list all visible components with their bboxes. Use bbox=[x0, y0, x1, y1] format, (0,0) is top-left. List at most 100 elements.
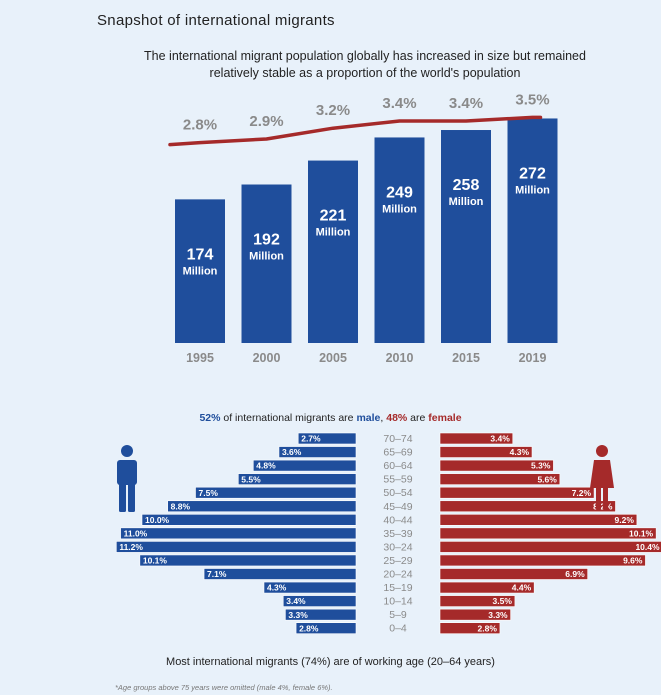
male-bar bbox=[295, 622, 357, 635]
age-group-label: 0–4 bbox=[389, 623, 407, 635]
female-word: female bbox=[428, 412, 462, 424]
year-tick-label: 2010 bbox=[386, 351, 414, 365]
chart-subtitle: The international migrant population glo… bbox=[144, 49, 586, 80]
female-bar-label: 7.2% bbox=[572, 488, 592, 498]
male-bar bbox=[120, 527, 357, 540]
age-group-label: 10–14 bbox=[383, 596, 412, 608]
female-bar-label: 5.6% bbox=[537, 474, 557, 484]
female-bar-label: 3.5% bbox=[493, 596, 513, 606]
percent-label: 3.4% bbox=[382, 95, 416, 112]
male-bar bbox=[278, 446, 357, 458]
bar-unit-label: Million bbox=[515, 184, 550, 196]
male-bar-label: 5.5% bbox=[241, 474, 261, 484]
bar-value-label: 174 bbox=[187, 246, 214, 263]
bar-1995 bbox=[175, 199, 225, 343]
female-bar-label: 2.8% bbox=[478, 623, 498, 633]
bar-2005 bbox=[308, 160, 358, 343]
age-group-label: 25–29 bbox=[383, 555, 412, 567]
footnote: *Age groups above 75 years were omitted … bbox=[115, 683, 333, 692]
male-bar bbox=[139, 554, 357, 567]
female-bar bbox=[439, 527, 657, 540]
female-bar-label: 5.3% bbox=[531, 461, 551, 471]
male-bar bbox=[203, 568, 357, 580]
female-bar bbox=[439, 432, 514, 445]
female-bar bbox=[439, 486, 595, 499]
age-group-label: 20–24 bbox=[383, 569, 412, 581]
male-word: male bbox=[356, 412, 381, 424]
bar-value-label: 272 bbox=[519, 165, 546, 182]
bar-unit-label: Million bbox=[316, 227, 351, 239]
bar-2019 bbox=[507, 118, 558, 344]
male-bar bbox=[252, 459, 357, 472]
age-group-label: 5–9 bbox=[389, 609, 407, 621]
female-bar-label: 4.4% bbox=[512, 583, 532, 593]
year-tick-label: 2019 bbox=[519, 351, 547, 365]
male-share: 52% bbox=[199, 412, 221, 424]
male-bar-label: 7.5% bbox=[199, 488, 219, 498]
age-group-label: 30–24 bbox=[383, 541, 412, 553]
bar-unit-label: Million bbox=[183, 265, 218, 277]
male-bar-label: 11.0% bbox=[124, 528, 148, 538]
female-bar-label: 10.4% bbox=[635, 542, 660, 552]
pyramid-caption: Most international migrants (74%) are of… bbox=[166, 656, 495, 668]
male-bar-label: 2.8% bbox=[299, 623, 319, 633]
age-group-label: 35–39 bbox=[383, 528, 412, 540]
age-group-label: 50–54 bbox=[383, 487, 412, 499]
male-person-icon bbox=[117, 445, 137, 512]
female-bar bbox=[439, 622, 501, 635]
age-group-label: 65–69 bbox=[383, 447, 412, 459]
page-title: Snapshot of international migrants bbox=[97, 12, 335, 29]
year-tick-label: 2000 bbox=[253, 351, 281, 365]
female-bar bbox=[439, 459, 554, 472]
male-bar-label: 2.7% bbox=[301, 434, 321, 444]
male-bar-label: 3.3% bbox=[288, 610, 308, 620]
percent-label: 2.9% bbox=[249, 113, 283, 130]
male-bar bbox=[282, 595, 357, 607]
male-bar-label: 4.8% bbox=[256, 461, 276, 471]
percent-label: 3.5% bbox=[515, 91, 549, 108]
male-bar-label: 10.1% bbox=[143, 556, 168, 566]
female-bar bbox=[439, 500, 616, 513]
male-bar-label: 8.8% bbox=[171, 501, 191, 511]
male-bar bbox=[238, 473, 357, 485]
female-bar-label: 9.6% bbox=[623, 556, 643, 566]
female-bar-label: 3.3% bbox=[488, 610, 508, 620]
female-bar bbox=[439, 513, 638, 526]
male-bar bbox=[167, 500, 357, 513]
pyramid-title: 52% of international migrants are male, … bbox=[0, 412, 661, 424]
female-bar bbox=[439, 541, 661, 553]
percent-label: 2.8% bbox=[183, 117, 217, 134]
male-bar bbox=[195, 486, 357, 499]
bar-value-label: 221 bbox=[320, 208, 347, 225]
female-bar-label: 3.4% bbox=[490, 434, 510, 444]
age-group-label: 60–64 bbox=[383, 460, 412, 472]
bar-unit-label: Million bbox=[449, 196, 484, 208]
female-bar-label: 4.3% bbox=[510, 447, 530, 457]
percent-label: 3.2% bbox=[316, 102, 350, 119]
male-bar bbox=[141, 513, 357, 526]
pyramid-title-comma: , bbox=[380, 412, 387, 424]
male-bar-label: 3.4% bbox=[286, 596, 306, 606]
female-bar bbox=[439, 595, 516, 607]
female-bar bbox=[439, 473, 561, 485]
female-bar bbox=[439, 608, 511, 621]
male-bar-label: 11.2% bbox=[119, 542, 143, 552]
percent-label: 3.4% bbox=[449, 95, 483, 112]
bar-unit-label: Million bbox=[249, 251, 284, 263]
year-tick-label: 2015 bbox=[452, 351, 480, 365]
female-bar bbox=[439, 568, 588, 580]
age-group-label: 15–19 bbox=[383, 582, 412, 594]
male-bar-label: 10.0% bbox=[145, 515, 170, 525]
bar-2000 bbox=[241, 184, 292, 343]
female-share: 48% bbox=[386, 412, 408, 424]
female-person-icon bbox=[590, 445, 614, 510]
bar-unit-label: Million bbox=[382, 203, 417, 215]
bar-value-label: 192 bbox=[253, 232, 280, 249]
female-bar-label: 9.2% bbox=[615, 515, 635, 525]
share-line bbox=[168, 115, 543, 147]
pyramid-title-text: of international migrants are bbox=[220, 412, 357, 424]
year-tick-label: 1995 bbox=[186, 351, 214, 365]
female-bar bbox=[439, 581, 535, 594]
age-group-label: 55–59 bbox=[383, 474, 412, 486]
age-group-label: 40–44 bbox=[383, 514, 412, 526]
